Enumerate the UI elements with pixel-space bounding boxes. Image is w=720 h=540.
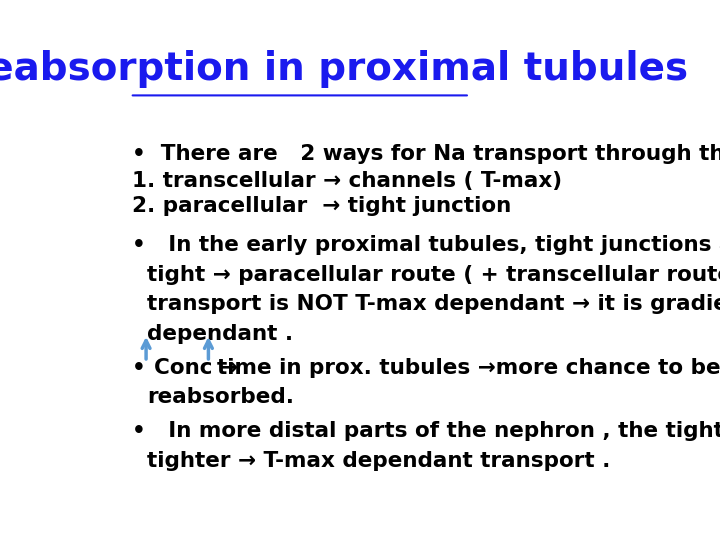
- Text: A-Reabsorption in proximal tubules: A-Reabsorption in proximal tubules: [0, 50, 688, 87]
- Text: tighter → T-max dependant transport .: tighter → T-max dependant transport .: [147, 450, 611, 470]
- Text: reabsorbed.: reabsorbed.: [147, 387, 294, 407]
- Text: Conc →: Conc →: [154, 357, 246, 377]
- Text: •   In the early proximal tubules, tight junctions are not that: • In the early proximal tubules, tight j…: [132, 235, 720, 255]
- Text: transport is NOT T-max dependant → it is gradient-time: transport is NOT T-max dependant → it is…: [147, 294, 720, 314]
- Text: tight → paracellular route ( + transcellular route ) , so: tight → paracellular route ( + transcell…: [147, 265, 720, 285]
- Text: 2. paracellular  → tight junction: 2. paracellular → tight junction: [132, 196, 511, 216]
- Text: •  There are   2 ways for Na transport through the cells:: • There are 2 ways for Na transport thro…: [132, 144, 720, 164]
- Text: time in prox. tubules →more chance to be: time in prox. tubules →more chance to be: [217, 357, 720, 377]
- Text: •   In more distal parts of the nephron , the tight junctions are: • In more distal parts of the nephron , …: [132, 421, 720, 441]
- Text: dependant .: dependant .: [147, 323, 293, 344]
- Text: 1. transcellular → channels ( T-max): 1. transcellular → channels ( T-max): [132, 171, 562, 191]
- Text: •: •: [132, 357, 153, 377]
